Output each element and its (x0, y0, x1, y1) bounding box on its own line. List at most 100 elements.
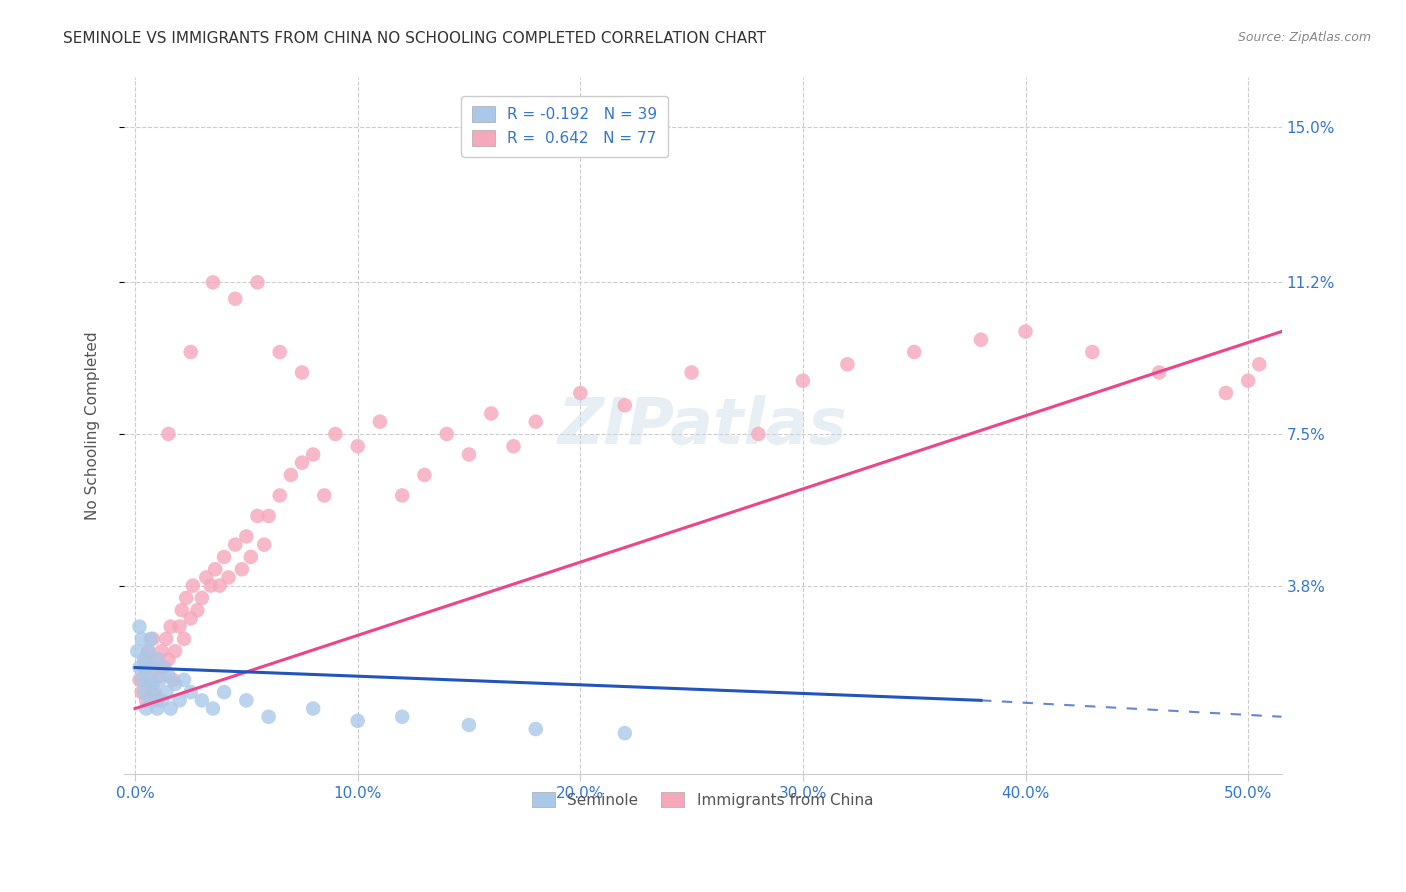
Point (747, 427, 769, 442)
Point (155, 685, 177, 699)
Point (1249, 357, 1271, 371)
Point (142, 677, 165, 691)
Point (150, 693, 173, 707)
Point (138, 673, 160, 687)
Point (269, 345, 291, 359)
Point (128, 673, 150, 687)
Point (153, 660, 176, 674)
Point (613, 726, 636, 740)
Point (170, 603, 193, 617)
Point (391, 710, 413, 724)
Point (181, 579, 204, 593)
Point (1237, 374, 1260, 388)
Point (146, 652, 169, 666)
Point (792, 374, 814, 388)
Point (368, 415, 391, 429)
Point (235, 693, 257, 707)
Point (191, 693, 214, 707)
Point (903, 345, 925, 359)
Point (218, 570, 240, 584)
Point (169, 693, 191, 707)
Point (325, 427, 347, 442)
Point (146, 693, 169, 707)
Point (837, 357, 859, 371)
Point (231, 562, 253, 576)
Point (128, 619, 150, 633)
Point (174, 591, 197, 605)
Point (346, 714, 368, 728)
Point (204, 562, 226, 576)
Legend: Seminole, Immigrants from China: Seminole, Immigrants from China (524, 784, 880, 815)
Point (142, 660, 165, 674)
Point (162, 673, 184, 687)
Y-axis label: No Schooling Completed: No Schooling Completed (86, 332, 100, 520)
Point (302, 447, 325, 461)
Point (970, 333, 993, 347)
Point (180, 685, 202, 699)
Point (200, 579, 222, 593)
Point (132, 685, 155, 699)
Text: SEMINOLE VS IMMIGRANTS FROM CHINA NO SCHOOLING COMPLETED CORRELATION CHART: SEMINOLE VS IMMIGRANTS FROM CHINA NO SCH… (63, 31, 766, 46)
Point (191, 591, 214, 605)
Point (458, 447, 481, 461)
Point (173, 673, 195, 687)
Text: ZIPatlas: ZIPatlas (558, 395, 848, 457)
Point (681, 366, 703, 380)
Point (195, 570, 218, 584)
Point (135, 693, 157, 707)
Point (413, 467, 436, 482)
Text: Source: ZipAtlas.com: Source: ZipAtlas.com (1237, 31, 1371, 45)
Point (346, 439, 368, 453)
Point (132, 660, 155, 674)
Point (148, 669, 170, 683)
Point (142, 632, 165, 646)
Point (159, 619, 181, 633)
Point (257, 508, 280, 523)
Point (280, 467, 302, 482)
Point (479, 407, 502, 421)
Point (253, 538, 276, 552)
Point (135, 660, 157, 674)
Point (173, 632, 195, 646)
Point (246, 508, 269, 523)
Point (201, 276, 224, 290)
Point (139, 632, 162, 646)
Point (150, 644, 173, 658)
Point (143, 685, 166, 699)
Point (155, 632, 177, 646)
Point (458, 718, 481, 732)
Point (1215, 386, 1237, 401)
Point (257, 710, 280, 724)
Point (139, 673, 162, 687)
Point (139, 693, 162, 707)
Point (246, 276, 269, 290)
Point (165, 677, 187, 691)
Point (127, 644, 149, 658)
Point (391, 488, 413, 502)
Point (208, 579, 231, 593)
Point (131, 673, 153, 687)
Point (569, 386, 592, 401)
Point (132, 652, 155, 666)
Point (138, 644, 160, 658)
Point (146, 652, 169, 666)
Point (157, 652, 180, 666)
Point (1147, 366, 1170, 380)
Point (269, 488, 291, 502)
Point (157, 669, 180, 683)
Point (153, 660, 176, 674)
Point (146, 701, 169, 715)
Point (235, 529, 257, 543)
Point (201, 701, 224, 715)
Point (613, 398, 636, 412)
Point (148, 673, 170, 687)
Point (1014, 325, 1036, 339)
Point (224, 538, 246, 552)
Point (138, 644, 160, 658)
Point (131, 632, 153, 646)
Point (169, 619, 191, 633)
Point (524, 415, 547, 429)
Point (142, 685, 165, 699)
Point (159, 701, 181, 715)
Point (212, 685, 235, 699)
